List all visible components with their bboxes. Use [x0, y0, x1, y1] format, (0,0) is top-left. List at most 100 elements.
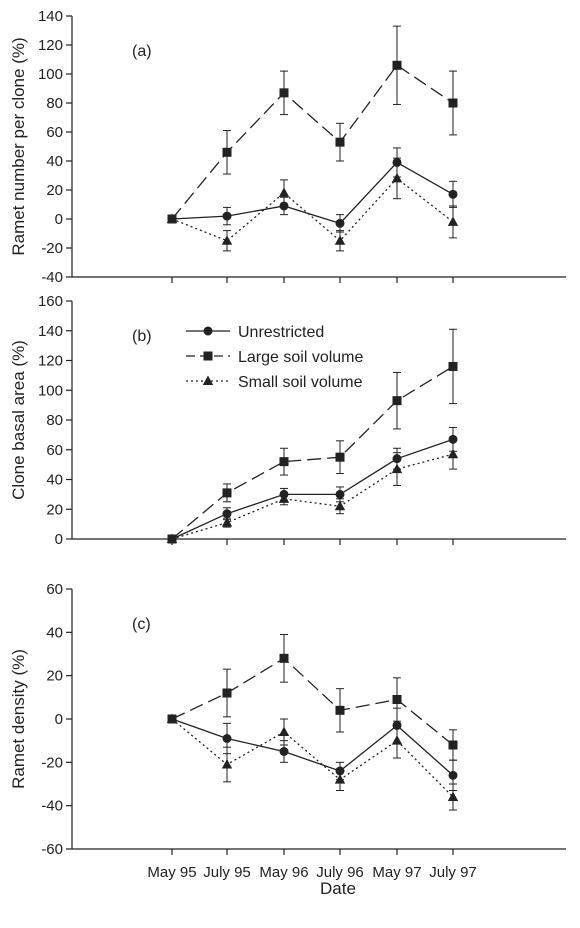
- data-point: [335, 218, 345, 228]
- y-tick-label: 160: [38, 293, 63, 310]
- data-point: [279, 457, 289, 467]
- y-axis-title: Clone basal area (%): [9, 340, 28, 500]
- data-point: [334, 774, 346, 784]
- legend-marker: [203, 326, 213, 336]
- legend-marker: [203, 351, 213, 361]
- data-point: [166, 713, 178, 723]
- data-point: [391, 735, 403, 745]
- series-line: [171, 453, 454, 540]
- y-tick-label: -40: [41, 269, 63, 286]
- data-point: [222, 509, 232, 519]
- series-small-soil-volume: [166, 157, 459, 252]
- y-tick-label: 60: [46, 124, 63, 141]
- y-tick-label: -60: [41, 841, 63, 858]
- y-tick-label: 40: [46, 624, 63, 641]
- y-tick-label: -40: [41, 798, 63, 815]
- data-point: [447, 448, 459, 459]
- data-point: [448, 189, 458, 199]
- x-axis-title: Date: [320, 879, 356, 898]
- panel-label: (c): [132, 616, 151, 633]
- data-point: [335, 452, 345, 462]
- series-large-soil-volume: [167, 328, 458, 544]
- data-point: [392, 396, 402, 406]
- series-unrestricted: [167, 707, 458, 791]
- panel-a: -40 -20 0 20 40 60 80 100 120 140 Ramet number per…: [9, 8, 566, 286]
- y-tick-label: 100: [38, 382, 63, 399]
- data-point: [279, 653, 289, 663]
- series-small-soil-volume: [166, 713, 459, 811]
- y-tick-label: 40: [46, 153, 63, 170]
- data-point: [221, 517, 233, 527]
- x-tick-label: July 97: [429, 864, 477, 881]
- y-tick-label: 140: [38, 8, 63, 25]
- series-large-soil-volume: [167, 25, 458, 224]
- data-point: [392, 60, 402, 70]
- data-point: [166, 213, 178, 223]
- data-point: [334, 235, 346, 245]
- series-line: [171, 657, 454, 746]
- series-line: [171, 438, 454, 540]
- panel-c: -60 -40 -20 0 20 40 60 Ramet density (%) (c) May …: [9, 581, 566, 881]
- series-line: [171, 365, 454, 540]
- y-tick-label: 60: [46, 581, 63, 598]
- data-point: [335, 137, 345, 147]
- data-point: [335, 489, 345, 499]
- legend: Unrestricted Large soil volume Small soil …: [186, 324, 364, 391]
- y-tick-label: 20: [46, 501, 63, 518]
- data-point: [448, 98, 458, 108]
- data-point: [391, 463, 403, 474]
- y-tick-label: 40: [46, 472, 63, 489]
- y-tick-label: -20: [41, 240, 63, 257]
- panel-b: 0 20 40 60 80 100 120 140 160 Clone basal area (%…: [9, 293, 566, 548]
- series-unrestricted: [167, 426, 458, 544]
- y-tick-label: 0: [55, 711, 63, 728]
- x-tick-label: May 97: [372, 864, 421, 881]
- data-point: [222, 688, 232, 698]
- y-tick-label: 120: [38, 37, 63, 54]
- y-tick-label: 120: [38, 353, 63, 370]
- y-tick-label: 80: [46, 412, 63, 429]
- data-point: [391, 172, 403, 183]
- data-point: [221, 759, 233, 769]
- series-unrestricted: [167, 147, 458, 233]
- legend-label: Unrestricted: [238, 324, 324, 341]
- data-point: [279, 88, 289, 98]
- data-point: [448, 361, 458, 371]
- y-axis-title: Ramet number per clone (%): [9, 37, 28, 255]
- data-point: [447, 791, 459, 801]
- legend-label: Small soil volume: [238, 374, 363, 391]
- series-line: [171, 177, 454, 242]
- series-large-soil-volume: [167, 634, 458, 761]
- series-line: [171, 64, 454, 220]
- data-point: [222, 734, 232, 743]
- data-point: [447, 216, 459, 226]
- data-point: [448, 770, 458, 780]
- y-tick-label: 100: [38, 66, 63, 83]
- legend-marker: [202, 375, 214, 385]
- data-point: [448, 740, 458, 750]
- y-tick-label: 60: [46, 442, 63, 459]
- series-line: [171, 161, 454, 225]
- panel-label: (a): [132, 43, 152, 60]
- data-point: [166, 533, 178, 543]
- y-tick-label: 80: [46, 95, 63, 112]
- data-point: [222, 488, 232, 498]
- data-point: [335, 705, 345, 715]
- y-tick-label: 0: [55, 531, 63, 548]
- data-point: [334, 500, 346, 511]
- series-line: [171, 718, 454, 776]
- series-line: [171, 718, 454, 798]
- data-point: [278, 493, 290, 503]
- data-point: [392, 695, 402, 704]
- legend-label: Large soil volume: [238, 349, 364, 366]
- data-point: [222, 211, 232, 221]
- y-tick-label: 20: [46, 182, 63, 199]
- data-point: [221, 235, 233, 245]
- data-point: [278, 726, 290, 736]
- data-point: [279, 747, 289, 756]
- y-tick-label: 20: [46, 668, 63, 685]
- y-tick-label: -20: [41, 754, 63, 771]
- y-tick-label: 140: [38, 323, 63, 340]
- x-tick-label: July 95: [203, 864, 251, 881]
